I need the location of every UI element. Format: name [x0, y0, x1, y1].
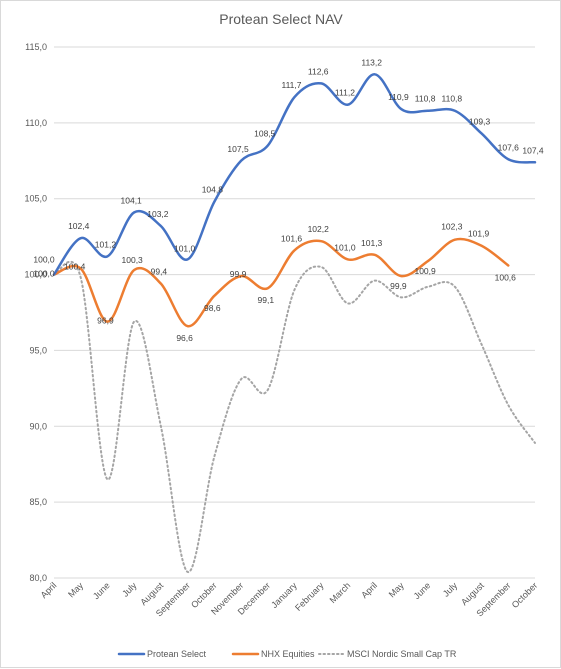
data-label: 100,0 [33, 255, 55, 265]
series-line-2 [53, 260, 536, 573]
data-label: 99,4 [151, 267, 168, 277]
data-label: 113,2 [361, 57, 382, 67]
data-label: 99,1 [258, 295, 275, 305]
x-tick-label: July [120, 580, 139, 599]
legend-label: MSCI Nordic Small Cap TR [347, 649, 457, 659]
y-tick-label: 90,0 [29, 421, 47, 431]
legend: Protean Select NHX Equities MSCI Nordic Sm… [117, 649, 457, 659]
x-tick-label: July [441, 580, 460, 599]
data-label: 110,8 [442, 94, 463, 104]
data-label: 96,6 [176, 333, 193, 343]
data-label: 110,9 [388, 92, 409, 102]
data-label: 101,6 [281, 233, 303, 243]
data-label: 109,3 [469, 116, 491, 126]
x-tick-label: October [510, 580, 540, 610]
x-axis-tick-labels: April May June July AugustSeptemberOctoberNo… [39, 580, 540, 619]
data-label: 101,2 [95, 239, 117, 249]
gridlines [54, 46, 535, 579]
data-label: 99,9 [230, 269, 247, 279]
data-label: 98,6 [204, 303, 221, 313]
data-label: 100,9 [414, 266, 436, 276]
data-label: 100,6 [495, 272, 517, 282]
data-label: 96,9 [97, 316, 114, 326]
x-tick-label: April [39, 580, 59, 600]
data-label: 102,3 [441, 222, 463, 232]
data-label: 101,0 [174, 243, 196, 253]
data-label: 107,5 [227, 144, 249, 154]
x-tick-label: June [91, 580, 112, 601]
data-label: 102,4 [68, 221, 90, 231]
data-label: 100,4 [64, 262, 86, 272]
y-tick-label: 100,0 [24, 270, 47, 280]
legend-label: NHX Equities [261, 649, 315, 659]
y-tick-label: 85,0 [29, 497, 47, 507]
data-label: 104,1 [121, 195, 143, 205]
data-label: 101,3 [361, 238, 383, 248]
y-tick-label: 105,0 [24, 194, 47, 204]
x-tick-label: May [66, 580, 85, 599]
data-label: 100,3 [122, 255, 144, 265]
x-tick-label: March [328, 580, 353, 605]
series-line-0 [52, 73, 537, 276]
data-label: 102,2 [308, 224, 330, 234]
legend-label: Protean Select [147, 649, 207, 659]
data-label: 101,9 [468, 229, 490, 239]
data-label: 108,5 [254, 129, 276, 139]
y-tick-label: 95,0 [29, 345, 47, 355]
x-tick-label: February [293, 580, 326, 613]
y-tick-label: 115,0 [25, 42, 47, 52]
y-tick-label: 80,0 [29, 573, 47, 583]
x-tick-label: June [412, 580, 433, 601]
data-label: 112,6 [308, 66, 329, 76]
chart-title: Protean Select NAV [219, 11, 343, 27]
data-label: 107,6 [498, 142, 520, 152]
series-lines [52, 73, 537, 573]
data-label: 104,8 [202, 185, 224, 195]
data-label: 101,0 [334, 242, 356, 252]
series-line-1 [52, 237, 510, 328]
data-label: 107,4 [522, 145, 544, 155]
data-label: 100,0 [33, 269, 55, 279]
x-tick-label: May [387, 580, 406, 599]
data-label: 111,7 [281, 80, 301, 90]
y-tick-label: 110,0 [25, 118, 47, 128]
data-labels: 100,0 102,4 101,2 104,1 103,2 101,0 104,8 107,5… [33, 57, 544, 343]
data-label: 99,9 [390, 281, 407, 291]
data-label: 111,2 [335, 88, 355, 98]
x-tick-label: April [359, 580, 379, 600]
data-label: 103,2 [147, 209, 169, 219]
y-axis-tick-labels: 80,0 85,0 90,0 95,0 100,0 105,0 110,0 115,0 [24, 42, 47, 583]
data-label: 110,8 [415, 94, 436, 104]
